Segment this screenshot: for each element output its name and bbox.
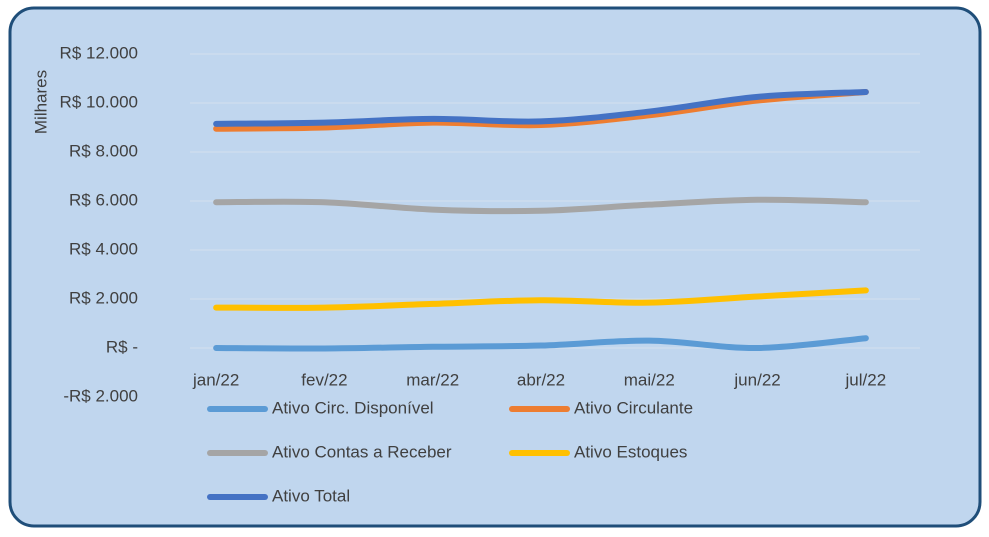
y-tick-label: R$ 12.000: [60, 43, 138, 62]
series-line: [213, 196, 869, 215]
series-line: [213, 287, 869, 311]
x-tick-label: jun/22: [733, 370, 780, 389]
y-tick-label: R$ 10.000: [60, 92, 138, 111]
x-tick-label: jul/22: [845, 370, 887, 389]
y-tick-label: -R$ 2.000: [63, 386, 138, 405]
y-tick-label: R$ 4.000: [69, 239, 138, 258]
y-tick-label: R$ -: [106, 337, 138, 356]
series-line: [213, 88, 869, 127]
y-tick-label: R$ 6.000: [69, 190, 138, 209]
legend-label: Ativo Contas a Receber: [272, 442, 452, 461]
legend-label: Ativo Total: [272, 486, 350, 505]
x-tick-label: fev/22: [301, 370, 347, 389]
y-tick-label: R$ 8.000: [69, 141, 138, 160]
legend-label: Ativo Circulante: [574, 398, 693, 417]
chart-panel: [8, 6, 982, 528]
x-tick-label: mar/22: [406, 370, 459, 389]
legend-label: Ativo Circ. Disponível: [272, 398, 434, 417]
x-tick-label: jan/22: [192, 370, 239, 389]
legend-label: Ativo Estoques: [574, 442, 687, 461]
x-tick-label: abr/22: [517, 370, 565, 389]
y-axis-title: Milhares: [31, 70, 50, 134]
y-tick-label: R$ 2.000: [69, 288, 138, 307]
x-tick-label: mai/22: [624, 370, 675, 389]
series-line: [213, 88, 869, 132]
series-line: [213, 335, 869, 352]
